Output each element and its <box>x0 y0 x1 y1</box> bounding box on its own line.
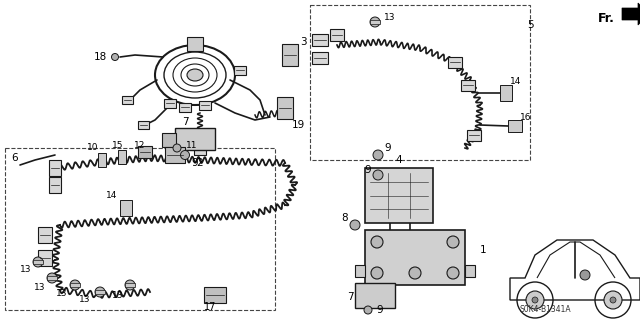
Text: 7: 7 <box>347 292 353 302</box>
Circle shape <box>125 280 135 290</box>
Bar <box>175 128 215 150</box>
Bar <box>165 147 185 163</box>
Bar <box>312 34 328 46</box>
Circle shape <box>409 267 421 279</box>
Circle shape <box>180 151 189 160</box>
Bar <box>49 177 61 193</box>
Circle shape <box>95 287 105 297</box>
Circle shape <box>70 280 80 290</box>
Bar <box>277 97 293 119</box>
Bar <box>122 96 132 104</box>
Bar <box>138 146 152 158</box>
Bar <box>312 52 328 64</box>
Text: 13: 13 <box>20 265 32 275</box>
Text: 17: 17 <box>204 302 216 312</box>
Bar <box>98 153 106 167</box>
Circle shape <box>371 236 383 248</box>
Text: S0K4-B1341A: S0K4-B1341A <box>519 306 571 315</box>
Polygon shape <box>622 3 640 25</box>
Circle shape <box>373 170 383 180</box>
Text: 4: 4 <box>396 155 403 165</box>
Bar <box>355 283 395 308</box>
Text: 19: 19 <box>291 120 305 130</box>
Bar <box>5 148 275 310</box>
Circle shape <box>47 273 57 283</box>
Text: 9: 9 <box>385 143 391 153</box>
Circle shape <box>364 306 372 314</box>
Circle shape <box>532 297 538 303</box>
Bar <box>38 250 52 266</box>
Bar <box>162 133 176 147</box>
Bar <box>365 168 433 223</box>
Bar <box>370 20 380 24</box>
Bar <box>467 130 481 140</box>
Bar <box>164 99 176 108</box>
Circle shape <box>173 144 181 152</box>
Text: 2: 2 <box>196 158 204 168</box>
Text: 8: 8 <box>342 213 348 223</box>
Text: 13: 13 <box>384 13 396 23</box>
Circle shape <box>371 267 383 279</box>
Bar <box>310 5 530 160</box>
Bar <box>199 100 211 109</box>
Bar <box>500 85 512 101</box>
Bar <box>33 260 43 264</box>
Circle shape <box>33 257 43 267</box>
Text: 11: 11 <box>186 140 198 150</box>
Circle shape <box>604 291 622 309</box>
Text: 9: 9 <box>192 158 198 168</box>
Bar <box>138 121 148 129</box>
Text: 13: 13 <box>79 295 91 305</box>
Bar <box>465 265 475 277</box>
Circle shape <box>580 270 590 280</box>
Bar <box>330 29 344 41</box>
Circle shape <box>350 220 360 230</box>
Text: 9: 9 <box>365 165 371 175</box>
Text: 13: 13 <box>56 288 68 298</box>
Circle shape <box>447 267 459 279</box>
Ellipse shape <box>187 69 203 81</box>
Bar <box>49 160 61 176</box>
Text: 9: 9 <box>377 305 383 315</box>
Circle shape <box>373 150 383 160</box>
Bar <box>448 56 462 68</box>
Bar <box>461 79 475 91</box>
Text: 10: 10 <box>87 143 99 152</box>
Text: 14: 14 <box>106 191 118 201</box>
Bar <box>365 230 465 285</box>
Bar <box>194 145 206 154</box>
Text: 7: 7 <box>182 117 188 127</box>
Bar <box>95 290 105 294</box>
Bar <box>282 44 298 66</box>
Text: 13: 13 <box>112 291 124 300</box>
Text: 13: 13 <box>35 283 45 292</box>
Text: 16: 16 <box>520 114 532 122</box>
Bar <box>234 65 246 75</box>
Text: 5: 5 <box>527 20 533 30</box>
Circle shape <box>447 236 459 248</box>
Text: Fr.: Fr. <box>598 11 615 25</box>
Bar <box>120 200 132 216</box>
Circle shape <box>610 297 616 303</box>
Text: 15: 15 <box>112 140 124 150</box>
Bar <box>204 287 226 303</box>
Bar <box>118 150 126 164</box>
Bar <box>179 102 191 112</box>
Circle shape <box>370 17 380 27</box>
Circle shape <box>526 291 544 309</box>
Text: 14: 14 <box>510 78 522 86</box>
Text: 1: 1 <box>480 245 486 255</box>
Bar <box>70 283 80 287</box>
Text: 18: 18 <box>93 52 107 62</box>
Text: 12: 12 <box>134 140 146 150</box>
Bar <box>508 120 522 132</box>
Bar <box>38 227 52 243</box>
Bar <box>125 283 135 287</box>
Bar <box>187 37 203 51</box>
Circle shape <box>111 54 118 61</box>
Text: 6: 6 <box>12 153 19 163</box>
Text: 3: 3 <box>300 37 307 47</box>
Bar <box>355 265 365 277</box>
Bar <box>47 276 57 280</box>
